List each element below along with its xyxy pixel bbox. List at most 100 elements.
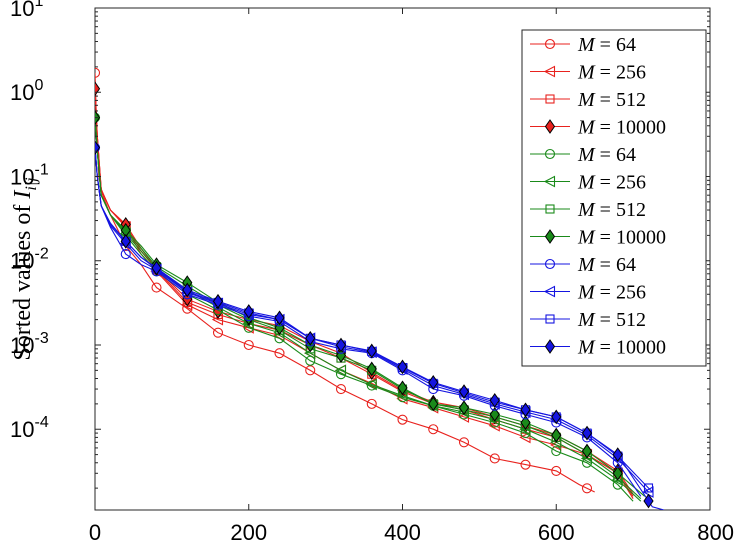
data-point [274,320,285,336]
data-point [581,443,593,459]
legend-entry: M = 512 [530,199,646,221]
data-point [520,402,531,418]
data-point [120,249,131,260]
series-12 [95,140,665,510]
data-point [334,364,347,377]
series-layer [95,67,665,510]
legend-label: M = 512 [577,199,646,221]
legend-marker [544,258,556,270]
data-point [243,304,254,319]
x-tick-label: 400 [384,520,421,545]
data-point [397,359,408,375]
data-point [397,414,408,425]
legend-entry: M = 256 [530,62,646,84]
legend-entry: M = 10000 [530,337,666,359]
data-point [551,409,562,425]
data-point [551,446,562,457]
data-point [489,407,500,422]
data-point [428,424,439,435]
legend-label: M = 64 [577,254,636,276]
data-point [335,348,347,363]
legend-marker [544,38,556,50]
data-point [551,465,562,476]
legend-label: M = 64 [577,144,636,166]
legend-label: M = 10000 [577,227,666,249]
data-point [428,374,439,390]
data-point [428,396,439,412]
data-point [612,465,623,481]
x-tick-label: 600 [538,520,575,545]
y-axis-label-text: Sorted values of Ii|j [10,177,40,361]
y-axis-label: Sorted values of Ii|j [10,177,40,361]
data-point [458,384,470,399]
legend-marker [543,285,556,298]
data-point [489,453,500,464]
y-tick-label: 10-4 [10,414,49,442]
data-point [397,380,408,396]
legend-marker [545,204,555,214]
y-tick-label: 10-3 [10,330,49,358]
y-tick-label: 10-1 [10,161,49,189]
data-point [182,282,193,298]
data-point [458,437,470,448]
data-point [212,293,224,309]
x-tick-label: 200 [230,520,267,545]
legend-label: M = 256 [577,172,646,194]
data-point [612,447,623,462]
legend-box [521,29,707,367]
data-point [520,415,531,430]
data-point [551,427,562,443]
legend-label: M = 256 [577,282,646,304]
data-point [643,483,654,493]
data-point [274,310,285,326]
legend-label: M = 512 [577,89,646,111]
legend-entry: M = 10000 [530,117,666,139]
x-tick-label: 0 [89,520,101,545]
legend-marker [544,119,556,134]
data-point [151,282,162,293]
x-tick-label: 800 [697,520,734,545]
data-point [581,425,593,441]
legend-label: M = 10000 [577,117,666,139]
legend-entry: M = 64 [530,34,636,56]
legend-entry: M = 10000 [530,227,666,249]
data-point [581,483,593,494]
data-point [95,81,101,97]
legend-marker [545,94,555,104]
legend-marker [544,148,556,160]
data-point [643,493,654,509]
legend: M = 64 M = 256 M = 512 M = 10000 M = 64 M = 2… [521,29,707,367]
legend-marker [545,314,555,324]
data-point [366,398,377,409]
legend-entry: M = 64 [530,144,636,166]
data-point [274,348,285,359]
legend-label: M = 512 [577,309,646,331]
legend-label: M = 256 [577,62,646,84]
legend-marker [543,65,556,78]
tick-layer: 0 200 400 600 800 101 100 10-1 10-2 10-3 10-4 [10,0,734,545]
legend-label: M = 10000 [577,337,666,359]
data-point [243,339,254,351]
legend-label: M = 64 [577,34,636,56]
data-point [366,361,377,377]
data-point [305,365,316,376]
data-point [335,337,347,353]
y-tick-label: 101 [10,0,43,21]
legend-entry: M = 512 [530,309,646,331]
series-line [95,117,634,502]
data-point [519,431,531,444]
data-point [120,233,131,249]
data-point [95,67,101,78]
data-point [520,459,531,470]
y-tick-label: 100 [10,77,43,105]
legend-marker [544,339,556,354]
data-point [489,393,500,408]
legend-entry: M = 256 [530,282,646,304]
legend-marker [543,175,556,188]
legend-entry: M = 512 [530,89,646,111]
y-tick-label: 10-2 [10,246,49,274]
data-point [458,400,470,416]
legend-entry: M = 256 [530,172,646,194]
data-point [365,378,377,391]
